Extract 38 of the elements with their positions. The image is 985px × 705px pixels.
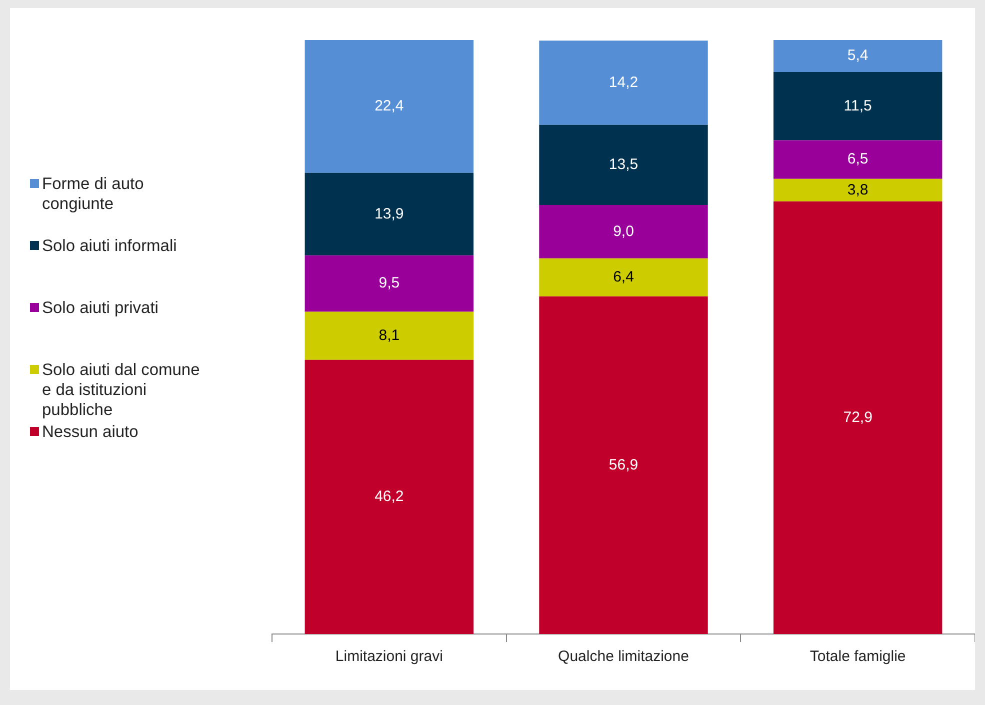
bar: [539, 258, 708, 296]
data-label: 13,9: [374, 205, 404, 222]
data-label: 9,5: [378, 274, 400, 292]
bar: [539, 124, 708, 205]
legend-label: Solo aiuti dal comune e da istituzioni pubbliche: [42, 360, 201, 420]
data-label: 46,2: [374, 488, 404, 506]
bar: [539, 40, 708, 125]
bar: [773, 201, 942, 634]
bar: [304, 255, 474, 312]
x-tick-label: Limitazioni gravi: [335, 648, 443, 666]
bar: [773, 178, 942, 202]
bar: [539, 296, 708, 634]
legend-label: Nessun aiuto: [42, 422, 138, 442]
legend-label: Solo aiuti privati: [42, 298, 158, 318]
bar: [773, 72, 942, 140]
bar: [773, 40, 942, 72]
data-label: 8,1: [378, 326, 400, 344]
data-label: 56,9: [608, 456, 638, 474]
data-label: 6,4: [613, 268, 634, 286]
legend-label: Solo aiuti informali: [42, 236, 177, 256]
data-label: 22,4: [374, 98, 404, 115]
data-label: 3,8: [847, 181, 868, 198]
legend-label: Forme di auto congiunte: [42, 174, 145, 214]
data-label: 11,5: [844, 97, 872, 114]
bar: [304, 40, 474, 173]
data-label: 14,2: [608, 74, 638, 91]
data-label: 5,4: [847, 47, 868, 64]
bar: [304, 172, 474, 256]
data-label: 9,0: [613, 222, 634, 240]
data-label: 72,9: [843, 408, 872, 426]
bar: [773, 140, 942, 179]
bar: [304, 312, 474, 360]
data-label: 6,5: [847, 150, 868, 168]
x-tick-label: Qualche limitazione: [558, 648, 689, 666]
bar: [304, 360, 474, 634]
x-tick-label: Totale famiglie: [810, 648, 906, 666]
bar: [539, 204, 708, 258]
data-label: 13,5: [608, 156, 638, 174]
